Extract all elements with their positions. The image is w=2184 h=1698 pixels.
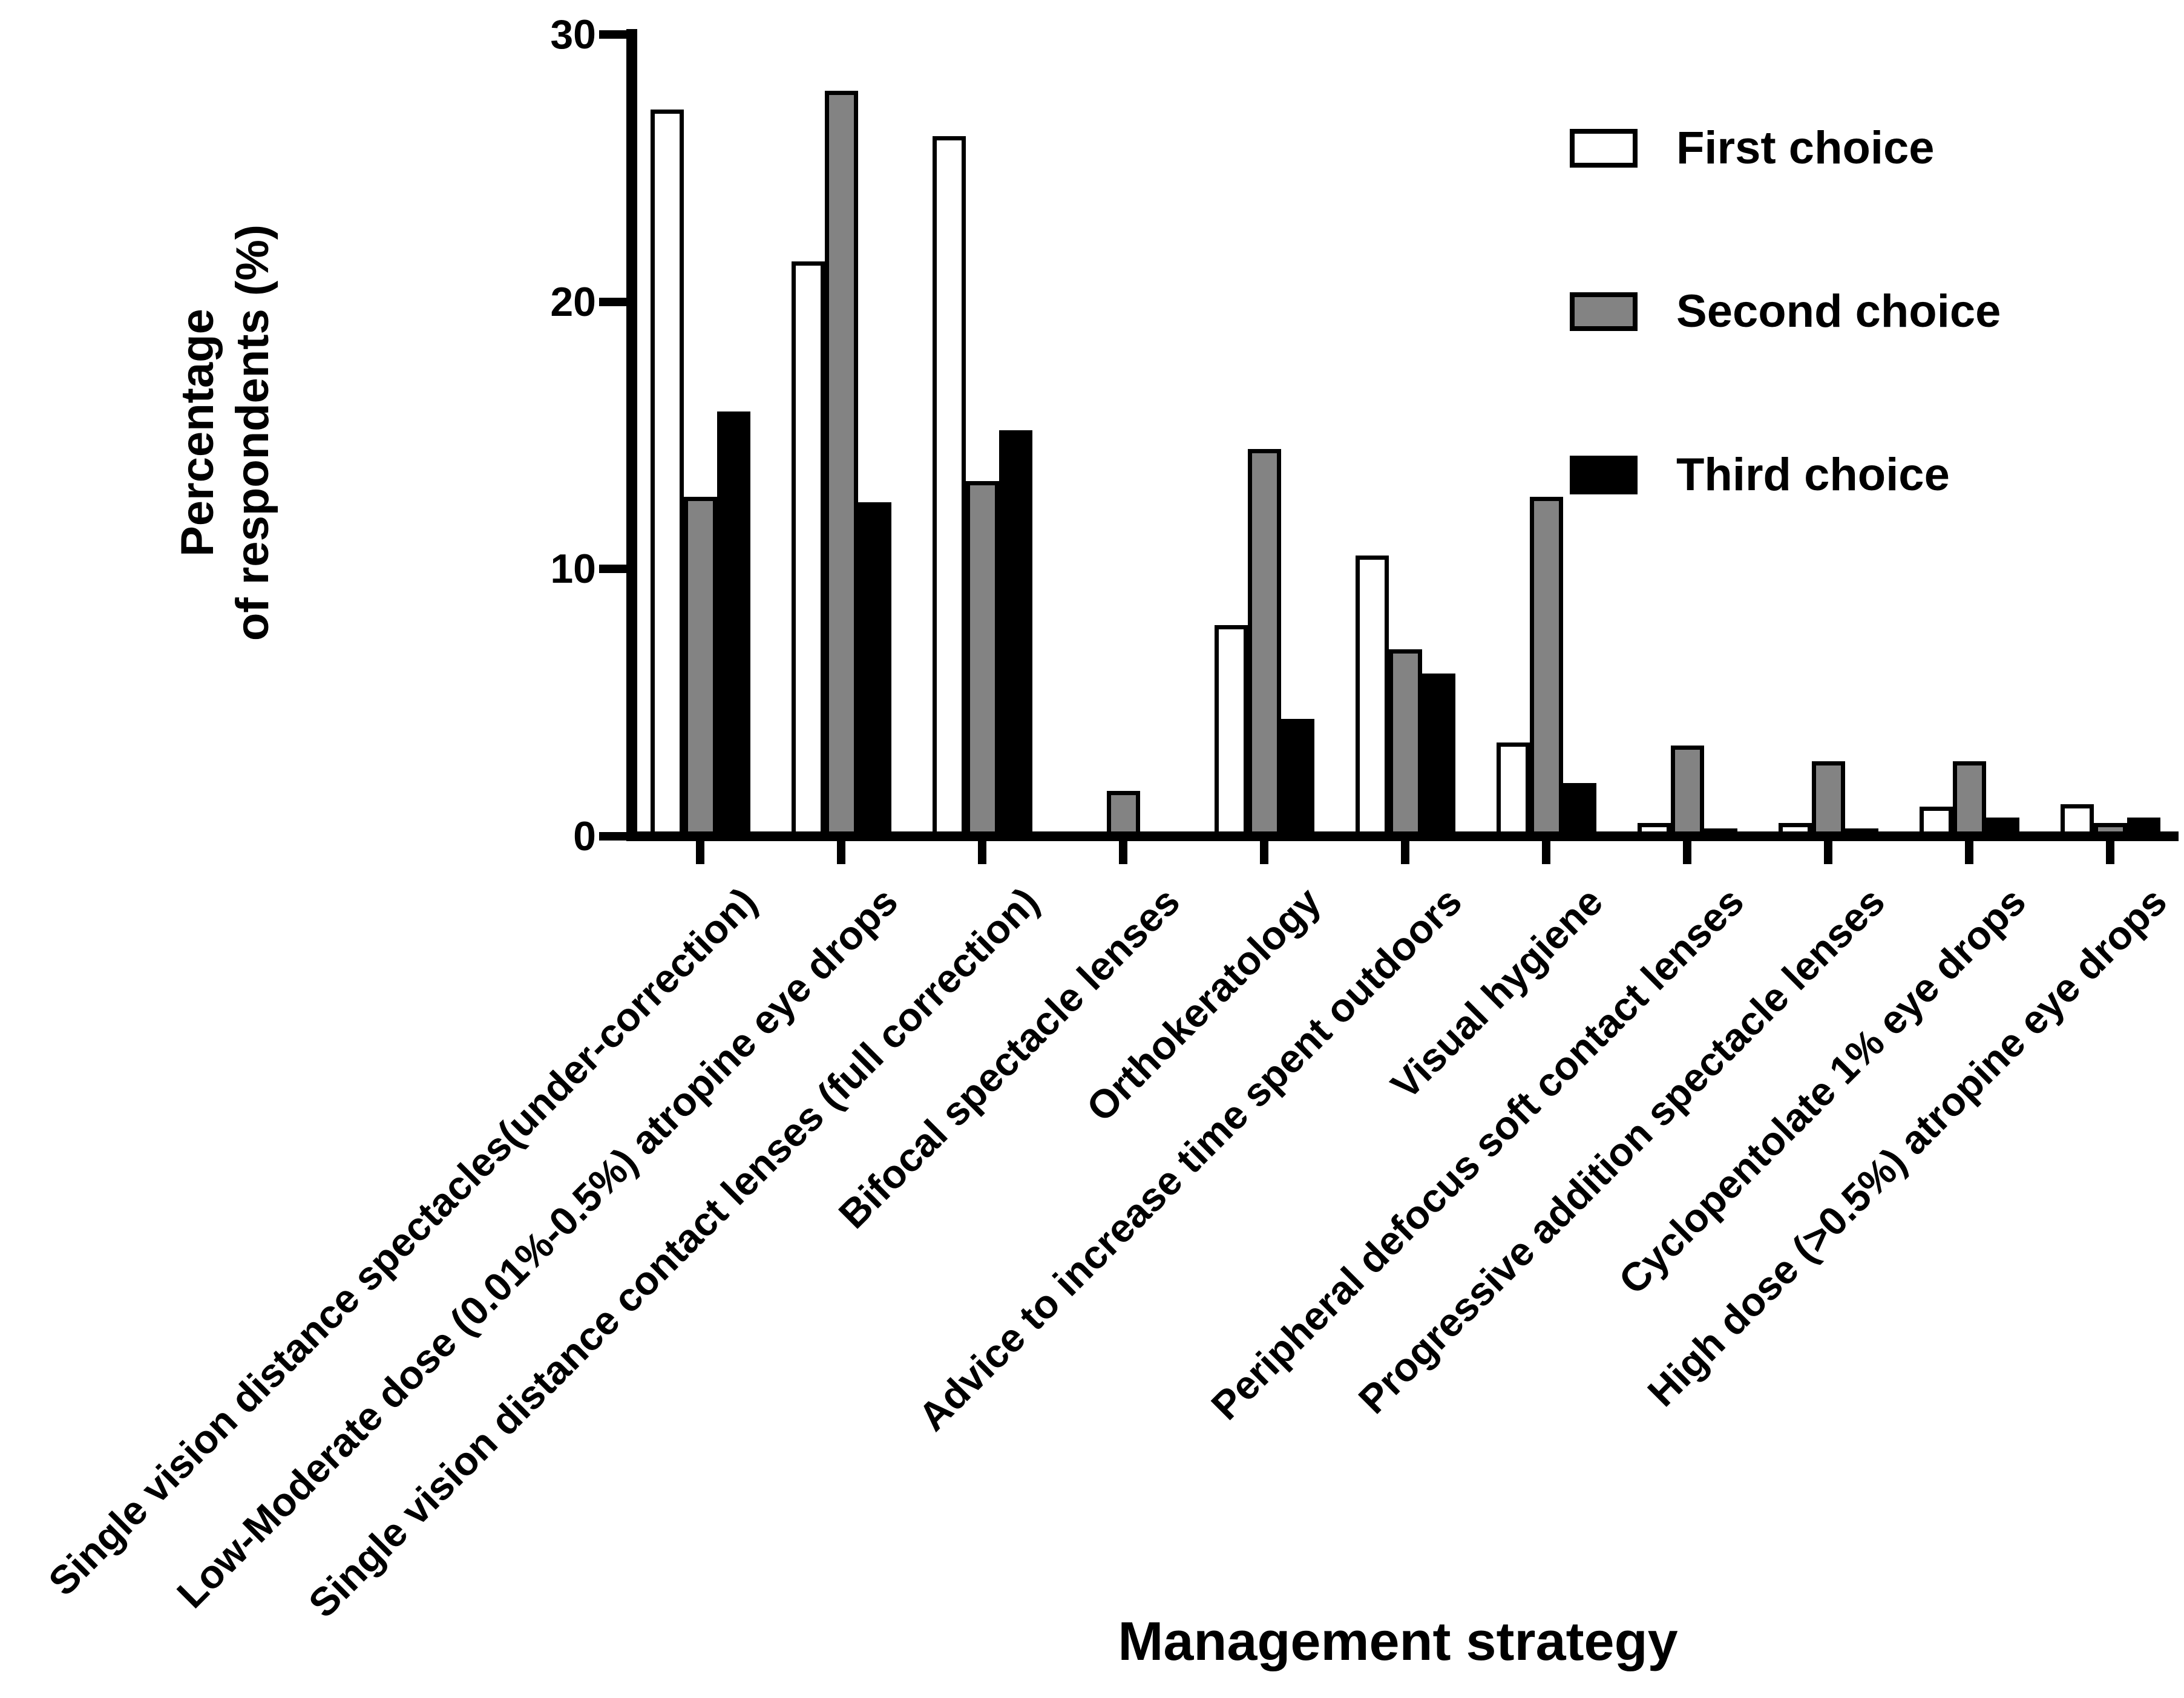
y-tick-label: 10 (550, 546, 596, 592)
x-tick-mark (1119, 841, 1127, 864)
y-tick-mark (599, 297, 626, 306)
legend-swatch-third-choice (1570, 456, 1638, 494)
bar-first-choice-c2 (792, 261, 825, 840)
y-axis-title: Percentage of respondents (%) (170, 225, 280, 641)
y-tick-label: 20 (550, 278, 596, 325)
legend-label: Second choice (1676, 286, 2001, 337)
bar-third-choice-c1 (717, 411, 750, 840)
x-tick-mark (978, 841, 986, 864)
y-tick-label: 0 (573, 813, 596, 859)
legend-label: Third choice (1676, 449, 1950, 500)
x-tick-mark (1260, 841, 1268, 864)
x-tick-mark (837, 841, 845, 864)
bar-second-choice-c2 (825, 90, 858, 840)
bar-third-choice-c5 (1281, 718, 1314, 840)
x-tick-mark (1824, 841, 1832, 864)
bar-first-choice-c1 (651, 109, 684, 840)
legend-swatch-first-choice (1570, 129, 1638, 168)
x-tick-mark (1542, 841, 1550, 864)
bar-second-choice-c5 (1248, 448, 1281, 840)
bar-first-choice-c5 (1215, 625, 1248, 840)
legend-swatch-second-choice (1570, 292, 1638, 331)
y-axis-line (626, 29, 637, 841)
bar-third-choice-c3 (999, 430, 1032, 840)
y-tick-mark (599, 30, 626, 39)
x-tick-mark (1401, 841, 1409, 864)
bar-third-choice-c6 (1422, 673, 1455, 840)
bar-second-choice-c10 (1953, 761, 1986, 840)
bar-first-choice-c6 (1356, 556, 1389, 840)
y-tick-mark (599, 565, 626, 574)
y-axis-title-line1: Percentage (171, 309, 223, 557)
x-tick-mark (696, 841, 704, 864)
y-axis-title-line2: of respondents (%) (227, 224, 278, 641)
bar-first-choice-c7 (1497, 742, 1530, 840)
x-tick-mark (1683, 841, 1691, 864)
x-axis-line (626, 831, 2179, 841)
bar-second-choice-c3 (966, 480, 999, 840)
bar-second-choice-c9 (1812, 761, 1845, 840)
bar-second-choice-c8 (1671, 745, 1704, 840)
y-tick-label: 30 (550, 11, 596, 57)
bar-first-choice-c3 (933, 136, 966, 840)
bar-second-choice-c1 (684, 497, 717, 840)
bar-second-choice-c7 (1530, 497, 1563, 840)
bar-third-choice-c2 (858, 502, 891, 840)
bar-third-choice-c7 (1563, 782, 1596, 840)
x-tick-mark (1965, 841, 1973, 864)
y-tick-mark (599, 832, 626, 841)
legend-label: First choice (1676, 122, 1935, 174)
x-axis-title: Management strategy (1118, 1611, 1678, 1672)
x-tick-mark (2106, 841, 2114, 864)
bar-second-choice-c6 (1389, 649, 1422, 840)
